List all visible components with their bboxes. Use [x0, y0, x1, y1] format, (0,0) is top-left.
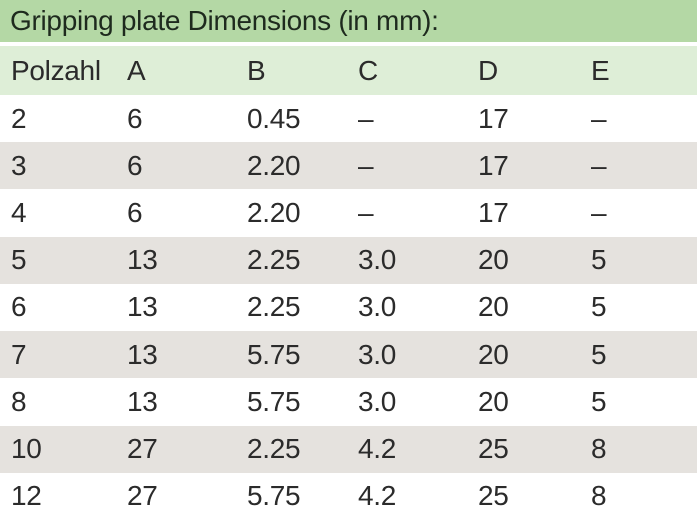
table-cell: 3.0 — [358, 244, 397, 276]
table-cell: 17 — [478, 197, 509, 229]
table-cell: 3.0 — [358, 291, 397, 323]
table-cell: 0.45 — [247, 102, 301, 134]
table-cell: 2.25 — [247, 291, 301, 323]
table-cell: 5 — [591, 244, 607, 276]
table-row: 4 6 2.20 – 17 – — [0, 189, 697, 237]
table-cell: 10 — [11, 433, 42, 465]
table-row: 8 13 5.75 3.0 20 5 — [0, 378, 697, 426]
title-separator — [0, 42, 697, 46]
table-cell: 7 — [11, 338, 27, 370]
table-row: 10 27 2.25 4.2 25 8 — [0, 425, 697, 473]
table-cell: 25 — [478, 433, 509, 465]
table-cell: 13 — [127, 291, 158, 323]
column-header-polzahl: Polzahl — [11, 54, 101, 86]
table-row: 6 13 2.25 3.0 20 5 — [0, 283, 697, 332]
table-row: 12 27 5.75 4.2 25 8 — [0, 472, 697, 520]
table-cell: 2.20 — [247, 149, 301, 181]
title-bar: Gripping plate Dimensions (in mm): — [0, 0, 697, 42]
column-header-c: C — [358, 54, 378, 86]
table-cell: 5 — [591, 385, 607, 417]
table-cell: 2 — [11, 102, 27, 134]
table-cell: 6 — [127, 149, 143, 181]
table-cell: 2.25 — [247, 433, 301, 465]
table-cell: 20 — [478, 338, 509, 370]
table-cell: 13 — [127, 385, 158, 417]
table-cell: 6 — [127, 197, 143, 229]
table-cell: 3.0 — [358, 338, 397, 370]
table-cell: 2.25 — [247, 244, 301, 276]
table-row: 2 6 0.45 – 17 – — [0, 95, 697, 143]
column-header-e: E — [591, 54, 610, 86]
column-header-d: D — [478, 54, 498, 86]
table-cell: 8 — [591, 480, 607, 512]
table-cell: 25 — [478, 480, 509, 512]
table-cell: 8 — [591, 433, 607, 465]
dimensions-table: Polzahl A B C D E 2 6 0.45 – 17 – 3 6 2.… — [0, 46, 697, 520]
table-cell: 27 — [127, 433, 158, 465]
table-cell: 27 — [127, 480, 158, 512]
table-cell: 5.75 — [247, 338, 301, 370]
table-cell: 20 — [478, 291, 509, 323]
table-cell: 4.2 — [358, 433, 397, 465]
table-cell: 20 — [478, 244, 509, 276]
table-cell: – — [358, 102, 374, 134]
page-title: Gripping plate Dimensions (in mm): — [10, 5, 439, 36]
column-header-b: B — [247, 54, 266, 86]
table-cell: 5.75 — [247, 480, 301, 512]
header-row: Polzahl A B C D E — [0, 46, 697, 95]
table-cell: 5 — [11, 244, 27, 276]
table-cell: – — [591, 102, 607, 134]
table-cell: 13 — [127, 244, 158, 276]
table-cell: – — [358, 149, 374, 181]
table-cell: 12 — [11, 480, 42, 512]
table-cell: 20 — [478, 385, 509, 417]
table-row: 7 13 5.75 3.0 20 5 — [0, 331, 697, 379]
table-cell: 6 — [11, 291, 27, 323]
table-row: 3 6 2.20 – 17 – — [0, 142, 697, 190]
table-cell: 3.0 — [358, 385, 397, 417]
table-cell: 5 — [591, 291, 607, 323]
table-cell: 8 — [11, 385, 27, 417]
table-cell: 5.75 — [247, 385, 301, 417]
table-cell: 6 — [127, 102, 143, 134]
column-header-a: A — [127, 54, 146, 86]
table-cell: – — [591, 149, 607, 181]
table-cell: 4 — [11, 197, 27, 229]
table-cell: 4.2 — [358, 480, 397, 512]
table-cell: 17 — [478, 102, 509, 134]
table-cell: – — [358, 197, 374, 229]
table-cell: 13 — [127, 338, 158, 370]
table-cell: – — [591, 197, 607, 229]
table-cell: 17 — [478, 149, 509, 181]
table-cell: 3 — [11, 149, 27, 181]
table-cell: 5 — [591, 338, 607, 370]
table-row: 5 13 2.25 3.0 20 5 — [0, 236, 697, 284]
table-cell: 2.20 — [247, 197, 301, 229]
